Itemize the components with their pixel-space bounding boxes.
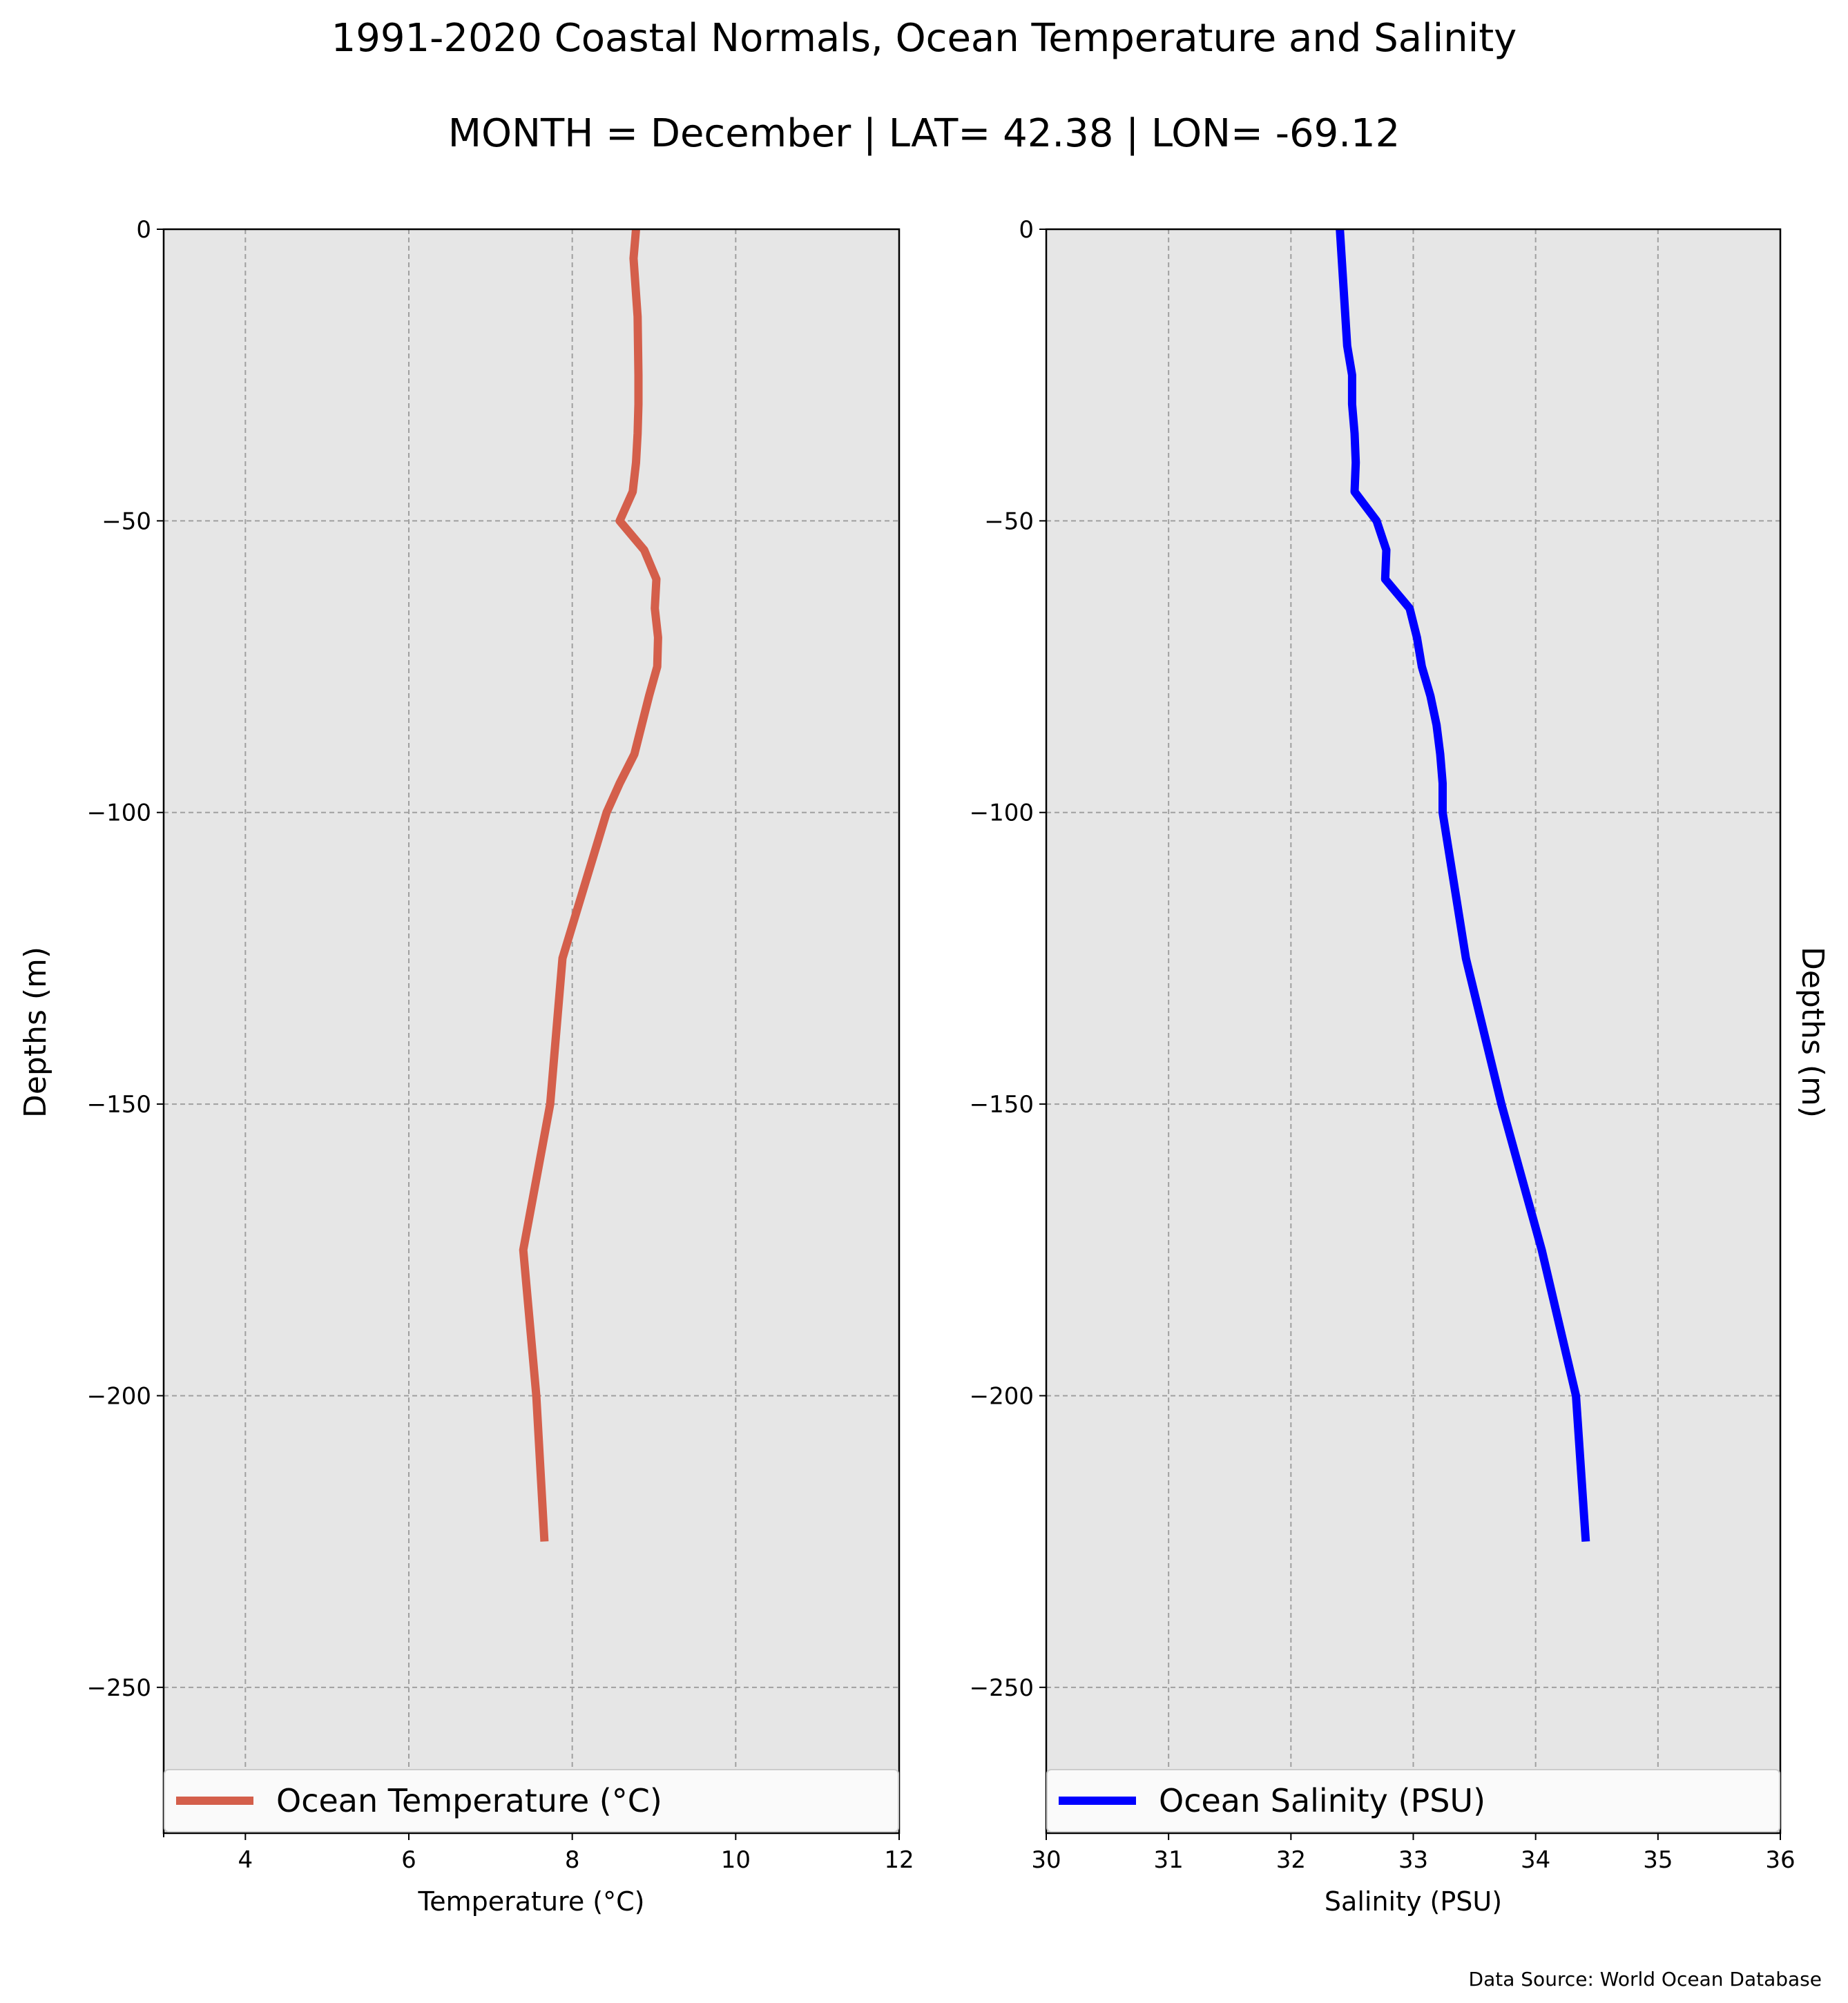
temp-y-tick-label: 0: [136, 216, 151, 244]
sal-y-tick-label: −250: [970, 1674, 1034, 1702]
data-source-note: Data Source: World Ocean Database: [1469, 1968, 1822, 1991]
sal-x-tick-label: 36: [1765, 1846, 1795, 1874]
temp-axes-frame: [162, 228, 901, 1835]
sal-legend-label: Ocean Salinity (PSU): [1159, 1782, 1485, 1819]
sal-y-tick-label: 0: [1019, 216, 1034, 244]
sal-x-tick-label: 34: [1521, 1846, 1550, 1874]
temp-x-tick-label: 12: [884, 1846, 914, 1874]
sal-y-tick-label: −100: [970, 800, 1034, 827]
temp-legend-box: [164, 1769, 899, 1832]
y-axis-label-right: Depths (m): [1795, 947, 1830, 1118]
salinity-panel: 30 31 32 33 34 35 36 0 −50 −100 −150 −200 −250 Salini…: [970, 216, 1796, 1917]
sal-legend-box: [1046, 1769, 1780, 1832]
sal-y-tick-label: −200: [970, 1382, 1034, 1410]
sal-y-tick-label: −150: [970, 1091, 1034, 1119]
temp-series-line-0: [519, 229, 662, 1542]
figure-subtitle: MONTH = December | LAT= 42.38 | LON= -69…: [448, 111, 1401, 156]
temp-y-tick-label: −100: [87, 800, 151, 827]
temp-plot-area: [164, 229, 899, 1833]
temp-y-tick-label: −50: [102, 507, 151, 535]
sal-x-tick-label: 30: [1031, 1846, 1061, 1874]
sal-x-axis-label: Salinity (PSU): [1325, 1886, 1502, 1917]
figure-title: 1991-2020 Coastal Normals, Ocean Tempera…: [331, 16, 1517, 61]
sal-series-line-0: [1336, 229, 1590, 1542]
temperature-panel: 4 6 8 10 12 0 −50 −100 −150 −200 −250 Temperature (…: [87, 216, 914, 1917]
temp-y-tick-label: −150: [87, 1091, 151, 1119]
temp-x-tick-label: 4: [238, 1846, 253, 1874]
temp-y-tick-label: −200: [87, 1382, 151, 1410]
sal-y-tick-label: −50: [984, 507, 1034, 535]
sal-x-tick-label: 31: [1154, 1846, 1184, 1874]
temp-y-tick-label: −250: [87, 1674, 151, 1702]
temp-legend-label: Ocean Temperature (°C): [276, 1782, 662, 1819]
sal-x-tick-label: 35: [1643, 1846, 1673, 1874]
temp-x-axis-label: Temperature (°C): [418, 1886, 645, 1917]
y-axis-label-left: Depths (m): [18, 947, 53, 1118]
temp-x-tick-label: 10: [721, 1846, 751, 1874]
sal-x-tick-label: 33: [1398, 1846, 1428, 1874]
temp-x-tick-label: 8: [565, 1846, 580, 1874]
temp-x-tick-label: 6: [401, 1846, 416, 1874]
sal-x-tick-label: 32: [1276, 1846, 1306, 1874]
